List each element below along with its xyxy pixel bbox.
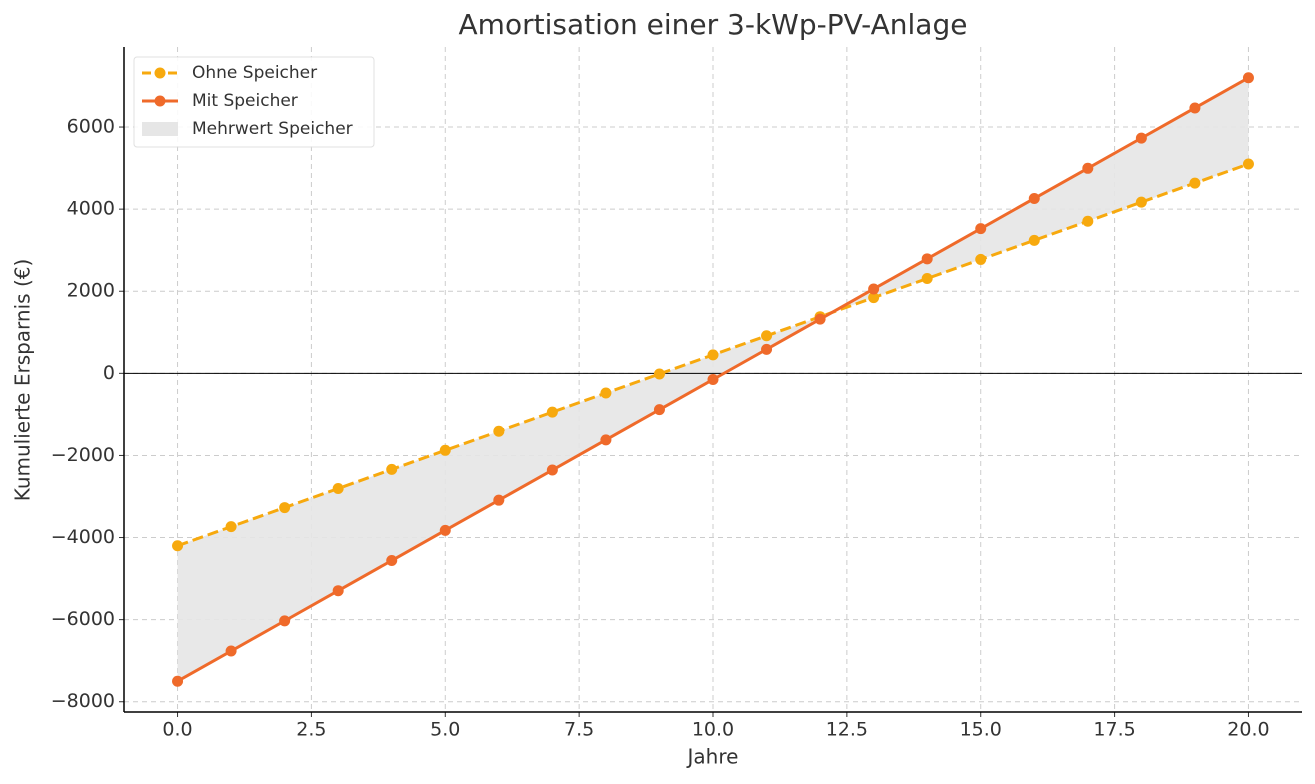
x-tick-label: 2.5 [296, 719, 326, 741]
y-tick-label: 2000 [67, 280, 115, 302]
data-point [172, 540, 184, 552]
data-point [439, 524, 451, 536]
chart-title: Amortisation einer 3-kWp-PV-Anlage [459, 8, 968, 41]
data-point [868, 283, 880, 295]
data-point [707, 374, 719, 385]
data-point [386, 555, 398, 567]
legend-box [133, 56, 375, 148]
data-point [921, 253, 933, 265]
x-tick-label: 20.0 [1227, 719, 1269, 741]
legend-label: Ohne Speicher [192, 63, 317, 83]
x-tick-label: 15.0 [960, 719, 1002, 741]
data-point [279, 502, 291, 514]
data-point [1135, 132, 1147, 144]
data-point [1082, 215, 1094, 227]
legend-label: Mit Speicher [192, 91, 298, 111]
data-point [1189, 102, 1201, 114]
data-point [172, 675, 184, 687]
x-tick-label: 12.5 [826, 719, 868, 741]
data-point [921, 273, 933, 285]
y-tick-label: −2000 [51, 444, 115, 466]
data-point [761, 330, 773, 342]
data-point [1135, 196, 1147, 208]
x-tick-label: 0.0 [162, 719, 192, 741]
data-point [707, 349, 719, 361]
x-tick-label: 10.0 [692, 719, 734, 741]
data-point [493, 425, 505, 437]
data-point [386, 463, 398, 475]
legend-swatch [142, 122, 178, 136]
data-point [1189, 177, 1201, 189]
y-tick-label: −4000 [51, 526, 115, 548]
data-point [332, 482, 344, 494]
data-point [1242, 158, 1254, 170]
legend-marker [154, 95, 166, 107]
data-point [653, 368, 665, 380]
data-point [546, 406, 558, 418]
y-tick-label: −6000 [51, 608, 115, 630]
data-point [279, 615, 291, 627]
legend-label: Mehrwert Speicher [192, 119, 353, 139]
data-point [1028, 234, 1040, 246]
data-point [332, 585, 344, 597]
y-tick-label: 6000 [67, 116, 115, 138]
data-point [493, 494, 505, 506]
y-tick-label: 0 [103, 362, 115, 384]
x-axis-label: Jahre [686, 745, 739, 769]
data-point [975, 223, 987, 235]
data-point [868, 292, 880, 304]
data-point [1082, 162, 1094, 174]
data-point [1242, 72, 1254, 84]
data-point [653, 404, 665, 416]
y-tick-label: −8000 [51, 690, 115, 712]
legend-marker [154, 67, 166, 79]
y-axis-label: Kumulierte Ersparnis (€) [11, 259, 35, 502]
data-point [600, 387, 612, 399]
data-point [814, 313, 826, 325]
y-tick-label: 4000 [67, 198, 115, 220]
data-point [546, 464, 558, 476]
data-point [975, 253, 987, 265]
data-point [225, 645, 237, 657]
x-tick-label: 7.5 [564, 719, 594, 741]
data-point [225, 521, 237, 533]
data-point [761, 343, 773, 355]
data-point [439, 444, 451, 456]
x-tick-label: 17.5 [1093, 719, 1135, 741]
x-tick-label: 5.0 [430, 719, 460, 741]
data-point [600, 434, 612, 446]
data-point [1028, 192, 1040, 204]
